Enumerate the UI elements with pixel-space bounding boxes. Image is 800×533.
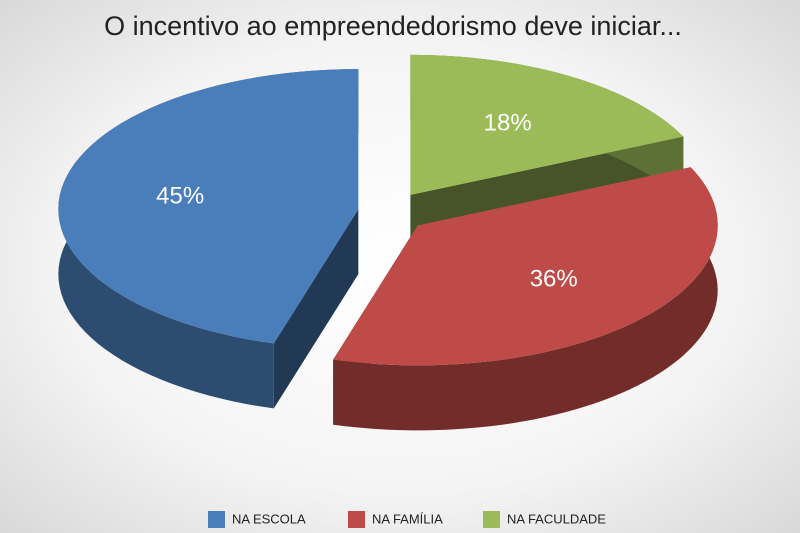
legend-swatch: [208, 511, 225, 528]
slice: [410, 54, 684, 195]
slice: [333, 167, 718, 366]
slice: [58, 69, 359, 344]
legend-swatch: [483, 511, 500, 528]
legend-swatch: [348, 511, 365, 528]
data-label: 45%: [156, 182, 204, 209]
chart-title: O incentivo ao empreendedorismo deve ini…: [104, 11, 682, 41]
data-label: 18%: [484, 110, 532, 137]
tops: 45% 36% 18%: [58, 54, 718, 366]
slice-side: [273, 209, 359, 409]
legend: NA ESCOLA NA FAMÍLIA NA FACULDADE: [208, 511, 606, 528]
legend-label: NA FAMÍLIA: [372, 511, 443, 526]
slice-wall: [333, 167, 718, 431]
legend-label: NA ESCOLA: [232, 511, 306, 526]
data-label: 36%: [530, 266, 578, 293]
legend-label: NA FACULDADE: [507, 511, 606, 526]
